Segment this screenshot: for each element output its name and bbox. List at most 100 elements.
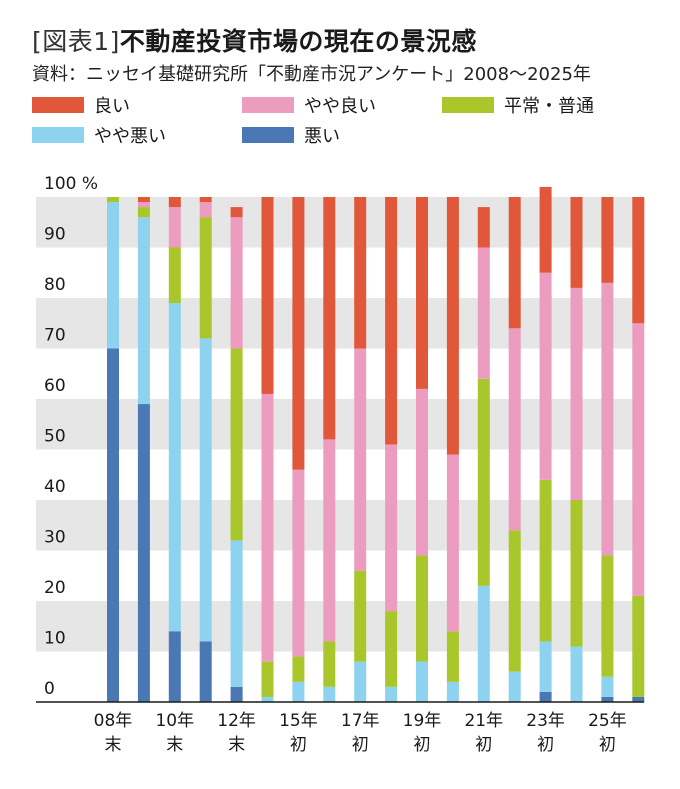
x-tick-label: 17年初 (341, 711, 380, 755)
bar-segment-normal (107, 197, 119, 203)
y-tick-label: 50 (44, 427, 66, 447)
x-tick-label: 23年初 (526, 711, 565, 755)
bar-segment-somewhat-bad (508, 671, 521, 702)
grid-band (36, 601, 644, 652)
bar-segment-normal (168, 247, 181, 304)
bar-segment-bad (230, 686, 243, 702)
legend-label-good: 良い (94, 96, 130, 117)
bar-segment-somewhat-bad (539, 641, 552, 692)
bar-segment-somewhat-good (168, 207, 181, 248)
y-tick-label: 40 (44, 477, 66, 497)
legend-label-somewhat-bad: やや悪い (94, 126, 166, 147)
bar-segment-somewhat-bad (168, 303, 181, 632)
bar-segment-bad (632, 696, 645, 702)
legend-item-somewhat-good: やや良い (242, 92, 376, 118)
bar-segment-somewhat-good (601, 282, 614, 556)
bar-segment-somewhat-good (477, 247, 490, 379)
bar-segment-good (570, 197, 583, 288)
bar-segment-normal (323, 641, 336, 687)
bar-segment-somewhat-bad (199, 338, 212, 642)
bar-segment-good (199, 197, 212, 203)
bar-segment-somewhat-bad (354, 661, 367, 702)
bar-segment-somewhat-bad (385, 686, 398, 702)
bar-segment-somewhat-bad (292, 681, 305, 702)
y-tick-label: 60 (44, 376, 66, 396)
bar-segment-good (508, 197, 521, 329)
bar-segment-normal (477, 378, 490, 586)
bar-segment-good (261, 197, 274, 394)
bar-segment-bad (601, 696, 614, 702)
bar-segment-somewhat-good (137, 202, 150, 208)
bar-segment-bad (199, 641, 212, 702)
x-tick-label: 10年末 (155, 711, 194, 755)
grid-band (36, 399, 644, 450)
x-tick-label: 15年初 (279, 711, 318, 755)
bar-segment-normal (292, 656, 305, 682)
x-tick-label: 25年初 (588, 711, 627, 755)
legend-swatch-somewhat-bad (32, 127, 84, 143)
bar-segment-somewhat-bad (446, 681, 459, 702)
bar-segment-somewhat-bad (230, 540, 243, 687)
y-tick-label: 90 (44, 225, 66, 245)
bar-segment-good (477, 207, 490, 248)
legend-item-bad: 悪い (242, 122, 340, 148)
bar-segment-bad (539, 691, 552, 702)
bar-segment-somewhat-good (230, 217, 243, 349)
figure-tag: [図表1] (32, 27, 120, 56)
x-tick-label: 08年末 (94, 711, 133, 755)
y-tick-label: 10 (44, 629, 66, 649)
grid-band (36, 500, 644, 551)
bar-segment-good (168, 197, 181, 208)
bar-segment-bad (107, 348, 119, 702)
bar-segment-somewhat-good (354, 348, 367, 571)
legend: 良い やや良い 平常・普通 やや悪い 悪い (32, 92, 672, 152)
bar-segment-somewhat-good (539, 272, 552, 480)
bar-segment-somewhat-bad (107, 202, 119, 349)
bar-segment-good (416, 197, 428, 389)
bar-segment-bad (168, 631, 181, 702)
y-tick-label: 100 % (44, 174, 98, 194)
grid-band (36, 197, 644, 248)
bar-segment-somewhat-bad (323, 686, 336, 702)
bar-segment-somewhat-good (446, 454, 459, 632)
bar-segment-normal (230, 348, 243, 541)
bar-segment-good (539, 186, 552, 273)
legend-label-bad: 悪い (304, 126, 340, 147)
bar-segment-bad (137, 404, 150, 702)
legend-swatch-good (32, 97, 84, 113)
y-tick-label: 30 (44, 528, 66, 548)
x-tick-label: 21年初 (464, 711, 503, 755)
grid-band (36, 298, 644, 349)
y-tick-label: 0 (44, 679, 55, 699)
bar-segment-good (632, 197, 645, 324)
bar-segment-good (230, 207, 243, 218)
bar-segment-somewhat-bad (137, 217, 150, 405)
bar-segment-somewhat-bad (477, 585, 490, 702)
bar-segment-normal (354, 570, 367, 662)
legend-label-normal: 平常・普通 (504, 96, 594, 117)
chart-source: 資料：ニッセイ基礎研究所「不動産市況アンケート」2008〜2025年 (32, 64, 591, 85)
bar-segment-somewhat-good (261, 393, 274, 662)
bar-segment-normal (632, 595, 645, 697)
chart-title: [図表1]不動産投資市場の現在の景況感 (32, 22, 477, 58)
bar-segment-normal (446, 631, 459, 682)
bar-segment-normal (385, 611, 398, 687)
bar-segment-somewhat-good (292, 469, 305, 657)
y-tick-label: 70 (44, 326, 66, 346)
bar-segment-normal (601, 555, 614, 677)
x-tick-label: 19年初 (403, 711, 442, 755)
bar-segment-somewhat-good (385, 444, 398, 612)
legend-item-good: 良い (32, 92, 130, 118)
y-tick-label: 80 (44, 275, 66, 295)
legend-swatch-somewhat-good (242, 97, 294, 113)
bar-segment-somewhat-bad (570, 646, 583, 702)
bar-segment-good (137, 197, 150, 203)
bar-segment-normal (261, 661, 274, 697)
bar-segment-normal (416, 555, 428, 662)
bar-segment-normal (137, 207, 150, 218)
bar-segment-normal (508, 530, 521, 672)
legend-label-somewhat-good: やや良い (304, 96, 376, 117)
bar-segment-normal (199, 217, 212, 339)
bar-segment-somewhat-good (323, 439, 336, 642)
